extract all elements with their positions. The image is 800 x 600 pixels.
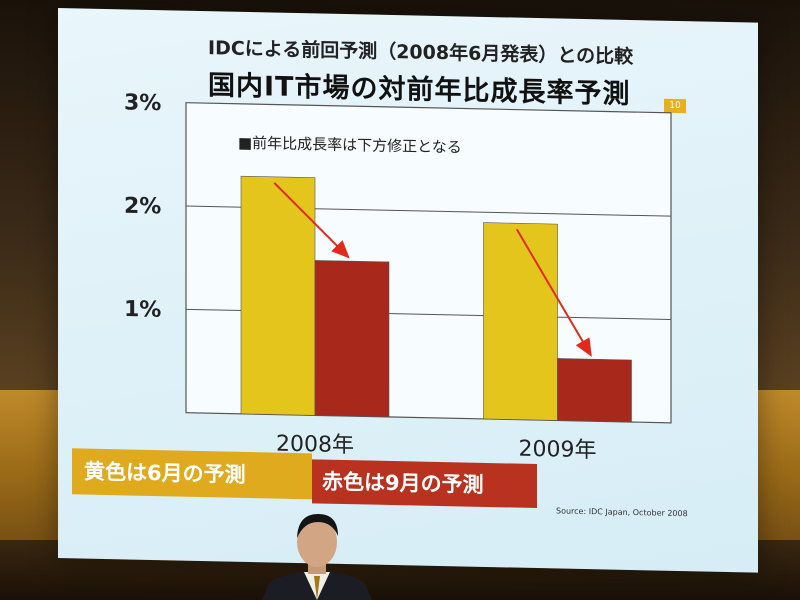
source-note: Source: IDC Japan, October 2008 [556, 506, 688, 519]
speaker-figure [262, 514, 372, 600]
revision-arrow [515, 228, 592, 357]
chart-annotation: ■前年比成長率は下方修正となる [238, 134, 462, 157]
legend: 黄色は6月の予測 赤色は9月の予測 [72, 448, 552, 509]
bar-june-forecast [483, 222, 558, 421]
y-tick-label: 2% [124, 194, 161, 220]
projector-screen: IDCによる前回予測（2008年6月発表）との比較 国内IT市場の対前年比成長率… [58, 8, 758, 573]
legend-june-forecast: 黄色は6月の予測 [72, 448, 312, 500]
bar-september-forecast [314, 260, 390, 418]
bar-chart: 1%2%3%2008年 2009年■前年比成長率は下方修正となる [124, 90, 672, 463]
y-tick-label: 1% [124, 297, 161, 323]
bar-september-forecast [557, 358, 632, 423]
revision-arrow [273, 182, 350, 259]
y-tick-label: 3% [124, 90, 161, 116]
